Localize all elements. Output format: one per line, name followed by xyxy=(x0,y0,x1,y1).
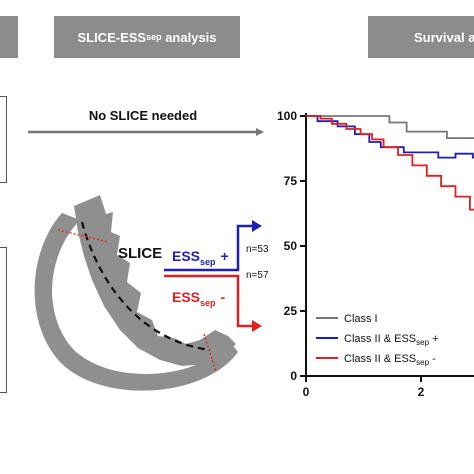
legend-sub: sep xyxy=(416,358,429,367)
left-panel-frame-top xyxy=(0,96,7,183)
ess-plus-label: ESSsep + xyxy=(172,248,229,267)
banner-slice-ess-analysis: SLICE-ESS sep analysis xyxy=(54,16,240,58)
vessel-outer-wall xyxy=(34,213,238,391)
legend-label-0: Class I xyxy=(344,313,378,325)
ess-plus-sign: + xyxy=(221,248,229,264)
left-panel-frame-bottom xyxy=(0,247,7,393)
branch-plus-arrowhead xyxy=(252,220,262,232)
legend-name: Class II & ESS xyxy=(344,353,416,365)
banner-left xyxy=(0,16,18,58)
branch-minus: ESSsep - n=57 xyxy=(164,270,269,332)
ess-minus-sign: - xyxy=(221,289,226,305)
ess-plus-main: ESS xyxy=(172,248,200,264)
banner-mid-rest: analysis xyxy=(161,29,217,45)
branch-plus-line xyxy=(164,224,252,272)
series-line-2 xyxy=(306,115,474,211)
legend-label-2: Class II & ESSsep - xyxy=(344,353,436,367)
banner-survival: Survival a xyxy=(368,16,474,58)
slice-label: SLICE xyxy=(118,245,162,262)
n-minus: n=57 xyxy=(246,270,269,281)
y-tick-label: 25 xyxy=(284,304,298,318)
x-tick-label: 0 xyxy=(303,385,310,399)
vessel-centerline xyxy=(80,221,211,352)
x-tick-label: 2 xyxy=(418,385,425,399)
x-ticks: 024 xyxy=(303,376,425,399)
ess-minus-sub: sep xyxy=(200,298,216,308)
ess-minus-main: ESS xyxy=(172,289,200,305)
no-slice-label: No SLICE needed xyxy=(89,108,197,123)
y-tick-label: 0 xyxy=(290,369,297,383)
slice-cut-top xyxy=(57,229,109,243)
vessel-lumen-wall xyxy=(74,195,236,366)
legend-sub: sep xyxy=(416,338,429,347)
ess-minus-label: ESSsep - xyxy=(172,289,226,308)
legend-suffix: + xyxy=(429,333,438,345)
slice-cut-bottom xyxy=(203,333,217,373)
series-line-1 xyxy=(306,115,474,159)
n-plus: n=53 xyxy=(246,244,269,255)
y-tick-label: 50 xyxy=(284,239,298,253)
banner-mid-sub: sep xyxy=(146,32,162,42)
legend-suffix: - xyxy=(429,353,436,365)
branch-minus-line xyxy=(164,274,252,328)
y-ticks: 0 25 50 75 100 xyxy=(277,109,306,383)
legend-name: Class II & ESS xyxy=(344,333,416,345)
vessel-illustration xyxy=(34,195,238,391)
series-lines xyxy=(306,115,474,211)
branch-plus: ESSsep + n=53 xyxy=(164,220,269,272)
ess-plus-sub: sep xyxy=(200,257,216,267)
branch-minus-arrowhead xyxy=(252,320,262,332)
series-line-0 xyxy=(306,115,474,140)
legend-label-1: Class II & ESSsep + xyxy=(344,333,439,347)
banner-mid-main: SLICE-ESS xyxy=(77,29,147,45)
legend-name: Class I xyxy=(344,313,378,325)
y-tick-label: 75 xyxy=(284,174,298,188)
y-tick-label: 100 xyxy=(277,109,297,123)
